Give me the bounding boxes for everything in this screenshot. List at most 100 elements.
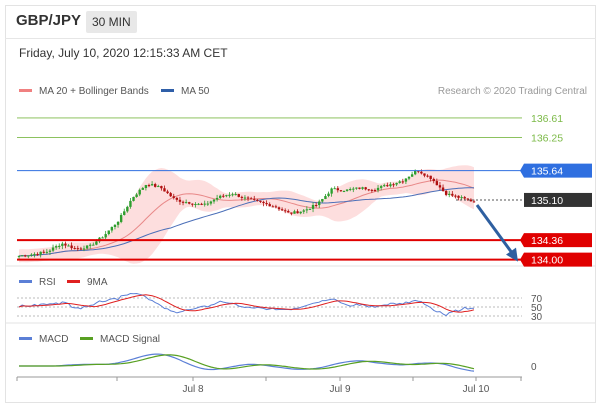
last-price-tag (524, 192, 592, 207)
legend-9ma-label: 9MA (87, 277, 108, 288)
candle-body (188, 202, 191, 204)
candle-body (376, 187, 380, 191)
candle-body (209, 201, 213, 204)
candle-body (166, 191, 169, 194)
candle-body (283, 210, 287, 212)
candle-body (212, 199, 216, 202)
candle-body (342, 190, 346, 192)
forecast-arrow-head (506, 247, 518, 262)
candle-body (305, 209, 309, 211)
candle-body (404, 178, 408, 182)
candle-body (339, 190, 343, 192)
candle-body (448, 193, 451, 195)
support-label: 134.00 (531, 255, 563, 267)
candle-body (274, 206, 278, 208)
candle-body (259, 200, 262, 202)
candle-body (157, 186, 160, 188)
candle-body (67, 245, 70, 247)
candle-body (426, 175, 429, 177)
candle-body (361, 187, 364, 189)
support-label: 134.36 (531, 235, 563, 247)
candle-body (454, 195, 457, 197)
legend-macd-label: MACD (39, 334, 68, 345)
candle-body (327, 193, 330, 196)
pair-title: GBP/JPY (16, 12, 82, 29)
candle-body (58, 245, 61, 247)
x-tick-label-jul9: Jul 9 (329, 384, 351, 395)
candle-body (129, 200, 132, 207)
x-tick-label-jul8: Jul 8 (182, 384, 204, 395)
candle-body (39, 251, 42, 255)
candle-body (222, 195, 225, 197)
candle-body (460, 197, 463, 199)
candle-body (163, 188, 166, 192)
rsi-level-50-label: 50 (531, 303, 543, 314)
candle-body (280, 209, 284, 211)
candle-body (392, 184, 395, 186)
candle-body (107, 230, 110, 235)
candle-body (271, 206, 275, 208)
candle-body (116, 221, 120, 225)
candle-body (225, 195, 228, 197)
legend-rsi-label: RSI (39, 277, 56, 288)
candle-body (463, 197, 466, 199)
candle-body (88, 244, 92, 246)
candle-body (23, 255, 27, 257)
candle-body (321, 198, 324, 202)
candle-body (324, 195, 327, 199)
timestamp: Friday, July 10, 2020 12:15:33 AM CET (19, 46, 228, 60)
candle-body (472, 201, 476, 203)
last-price-label: 135.10 (531, 195, 563, 207)
rsi-level-70-label: 70 (531, 294, 543, 305)
candle-body (407, 176, 411, 179)
candle-body (218, 195, 222, 198)
price-levels: 136.61 136.25 135.64 135.10 134.36 134.00 (17, 113, 592, 267)
candle-body (423, 173, 426, 176)
candle-body (435, 181, 439, 186)
candle-body (160, 186, 163, 189)
candle-body (293, 211, 296, 214)
candle-body (172, 196, 175, 198)
candle-body (184, 202, 188, 204)
candle-body (432, 178, 435, 182)
rsi-plot (18, 292, 475, 317)
candle-body (308, 208, 312, 210)
candle-body (429, 175, 432, 179)
candle-body (73, 248, 76, 250)
candle-body (451, 193, 454, 196)
candle-body (76, 248, 80, 250)
candle-body (262, 201, 265, 204)
candle-body (290, 212, 293, 214)
candle-body (144, 185, 148, 189)
legend-swatch-macd-signal (80, 337, 93, 340)
ma20-line (18, 179, 475, 257)
candle-body (119, 214, 123, 222)
candle-body (110, 226, 114, 231)
candle-body (54, 246, 58, 248)
macd-zero-label: 0 (531, 362, 537, 373)
candle-body (237, 194, 240, 197)
legend-swatch-9ma (67, 280, 80, 283)
candle-body (33, 253, 36, 255)
candle-body (61, 243, 64, 246)
legend-ma50-label: MA 50 (181, 86, 210, 97)
credit-text: Research © 2020 Trading Central (438, 86, 587, 97)
candle-body (141, 188, 145, 190)
candle-body (395, 182, 398, 185)
candle-body (169, 193, 172, 197)
candle-body (113, 224, 117, 227)
candle-body (410, 174, 414, 177)
candle-body (85, 245, 89, 249)
candle-body (178, 199, 182, 202)
candle-body (287, 211, 290, 213)
candle-body (268, 204, 271, 207)
candle-body (138, 189, 141, 195)
candle-body (197, 203, 200, 205)
candle-body (318, 201, 321, 206)
interval-button[interactable]: 30 MIN (86, 11, 137, 33)
candle-body (383, 185, 386, 187)
candle-body (228, 194, 231, 196)
macd-line (19, 353, 475, 372)
candle-body (358, 187, 361, 189)
